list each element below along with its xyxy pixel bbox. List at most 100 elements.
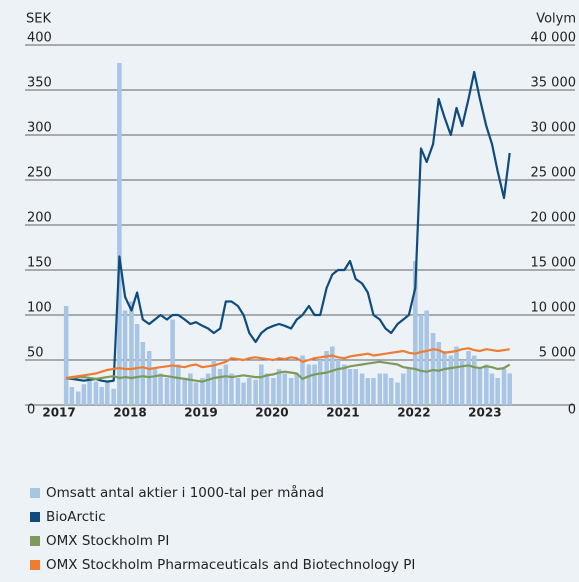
y-tick-label: 250 [27, 166, 52, 181]
bar [477, 369, 483, 405]
y-tick-label: 350 [27, 76, 52, 91]
bar [182, 378, 187, 405]
bar [188, 373, 193, 405]
bar [63, 306, 69, 405]
y-tick-label: 50 [27, 346, 44, 361]
bar [406, 369, 412, 405]
bar [176, 364, 181, 405]
bar [246, 378, 252, 405]
bar [217, 369, 223, 405]
y-axis-label: SEK [26, 12, 51, 27]
bar [400, 373, 406, 405]
legend-label: OMX Stockholm PI [46, 533, 169, 549]
bar [347, 369, 353, 405]
y-tick-label: 200 [27, 211, 52, 226]
y-tick-label: 150 [27, 256, 52, 271]
bar [312, 364, 317, 405]
bar [342, 364, 347, 405]
bar [117, 63, 122, 405]
bar [200, 378, 205, 405]
bar [306, 364, 312, 405]
y2-tick-label: 10 000 [531, 301, 577, 316]
bar [140, 342, 146, 405]
x-tick-label: 2019 [184, 406, 217, 420]
bar [501, 369, 507, 405]
bar [69, 387, 75, 405]
bar [448, 355, 454, 405]
bar [489, 373, 495, 405]
bar [264, 373, 270, 405]
y2-tick-label: 20 000 [531, 211, 577, 226]
bar [193, 382, 199, 405]
x-tick-label: 2018 [113, 406, 146, 420]
bar [353, 369, 358, 405]
bar [271, 378, 276, 405]
bar [442, 351, 447, 405]
bar [288, 378, 294, 405]
line [66, 70, 511, 383]
bar [365, 378, 371, 405]
x-tick-label: 2021 [326, 406, 359, 420]
bar [152, 369, 158, 405]
y2-axis-label: Volym [536, 12, 576, 27]
bar [330, 346, 335, 405]
y2-tick-label: 25 000 [531, 166, 577, 181]
bar [170, 319, 175, 405]
bar [495, 378, 500, 405]
bar [205, 373, 211, 405]
legend-swatch [30, 536, 40, 546]
bar [294, 373, 300, 405]
bar [395, 382, 400, 405]
bar [418, 315, 424, 405]
y-tick-label: 300 [27, 121, 52, 136]
x-tick-label: 2022 [397, 406, 430, 420]
bar [134, 324, 140, 405]
y2-tick-label: 0 [568, 403, 576, 418]
legend-swatch [30, 560, 40, 570]
y-tick-label: 0 [27, 403, 35, 418]
bar [436, 342, 442, 405]
y2-tick-label: 35 000 [531, 76, 577, 91]
bar [282, 373, 288, 405]
bar [335, 360, 341, 405]
bar [164, 378, 170, 405]
legend-swatch [30, 512, 40, 522]
bar [276, 369, 282, 405]
x-tick-label: 2020 [255, 406, 288, 420]
y-tick-label: 400 [27, 31, 52, 46]
bar [122, 310, 128, 405]
y2-tick-label: 30 000 [531, 121, 577, 136]
bar [459, 360, 465, 405]
bar [424, 310, 429, 405]
bar [235, 378, 241, 405]
bar [223, 364, 229, 405]
bar [484, 364, 489, 405]
bar [507, 373, 512, 405]
y2-tick-label: 5 000 [539, 346, 576, 361]
y2-tick-label: 40 000 [531, 31, 577, 46]
legend-label: Omsatt antal aktier i 1000-tal per månad [46, 484, 324, 501]
bar [413, 261, 418, 405]
bar [324, 351, 329, 405]
x-tick-label: 2023 [468, 406, 501, 420]
bar [105, 382, 110, 405]
bar [93, 381, 99, 405]
y-tick-label: 100 [27, 301, 52, 316]
bar [158, 373, 163, 405]
bar [81, 384, 87, 405]
legend-label: OMX Stockholm Pharmaceuticals and Biotec… [46, 557, 415, 573]
x-tick-label: 2017 [42, 406, 75, 420]
line [66, 360, 511, 383]
y2-tick-label: 15 000 [531, 256, 577, 271]
bar [259, 364, 264, 405]
bar [87, 378, 92, 405]
bar [75, 391, 81, 405]
bar [129, 301, 134, 405]
bar [317, 360, 323, 405]
legend-label: BioArctic [46, 509, 106, 525]
bar [471, 355, 477, 405]
bar [371, 378, 376, 405]
bar [99, 387, 104, 405]
bar [300, 355, 305, 405]
